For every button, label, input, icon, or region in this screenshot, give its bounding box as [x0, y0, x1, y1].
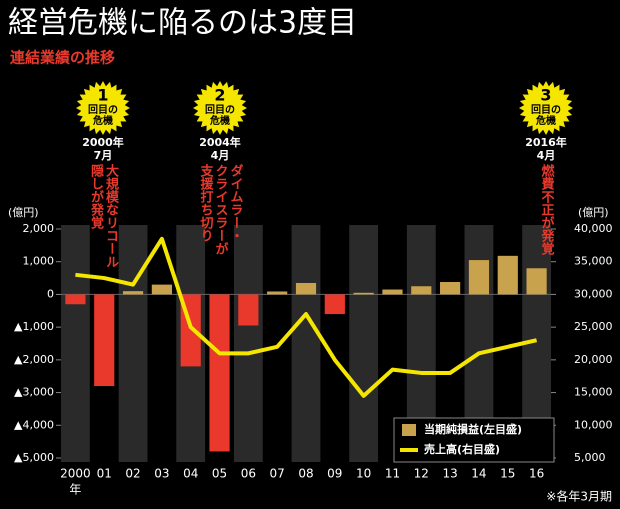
y2-unit: (億円)	[578, 206, 609, 219]
x-unit: 年	[69, 483, 81, 497]
annotation-note: ダイムラー・	[228, 163, 244, 242]
x-tick-label: 2000	[60, 467, 91, 481]
y2-tick-label: 40,000	[574, 222, 613, 235]
badge-text: 危機	[536, 114, 556, 127]
annotation-note: 隠しが発覚	[88, 163, 105, 230]
badge	[193, 81, 247, 135]
y2-tick-label: 35,000	[574, 255, 613, 268]
badge-number: 3	[540, 86, 551, 105]
bar	[382, 289, 403, 295]
bar	[295, 282, 317, 295]
bar	[122, 291, 144, 295]
y2-tick-label: 25,000	[574, 320, 613, 333]
x-tick-label: 06	[241, 467, 256, 481]
y-unit: (億円)	[8, 206, 39, 219]
y-tick-label: ▲2,000	[14, 353, 54, 366]
y-tick-label: ▲1,000	[14, 320, 54, 333]
column-stripe	[233, 225, 263, 462]
column-stripe	[118, 225, 148, 462]
badge-text: 危機	[210, 114, 230, 127]
annotation-note: 大規模なリコール	[103, 163, 119, 268]
bar	[267, 291, 288, 295]
x-tick-label: 14	[471, 467, 486, 481]
bar	[440, 281, 461, 295]
badge-text: 回目の	[531, 104, 561, 116]
bar	[526, 268, 547, 295]
column-stripe	[291, 225, 321, 462]
x-tick-label: 12	[414, 467, 429, 481]
y-tick-label: ▲5,000	[14, 451, 54, 464]
legend-label: 当期純損益(左目盛)	[424, 422, 522, 436]
annotation-note: 支援打ち切り	[198, 163, 215, 242]
annotation-note: クライスラーが	[213, 164, 229, 255]
footnote: ※各年3月期	[546, 489, 612, 504]
y2-tick-label: 10,000	[574, 418, 613, 431]
x-tick-label: 04	[183, 467, 198, 481]
x-tick-label: 05	[212, 467, 227, 481]
bar	[151, 284, 172, 295]
annotation-date: 2000年	[82, 135, 124, 149]
bar	[209, 294, 230, 452]
badge	[519, 81, 573, 135]
y-tick-label: ▲3,000	[14, 386, 54, 399]
y-tick-label: 1,000	[23, 255, 55, 268]
annotation-date: 4月	[211, 149, 230, 162]
badge	[76, 81, 130, 135]
line	[75, 236, 538, 398]
badge-text: 回目の	[205, 104, 235, 116]
x-tick-label: 01	[97, 467, 112, 481]
bar	[468, 260, 490, 295]
y2-tick-label: 5,000	[574, 451, 606, 464]
x-tick-label: 10	[356, 467, 371, 481]
x-tick-label: 08	[298, 467, 313, 481]
bar	[65, 294, 86, 305]
bar	[497, 255, 518, 295]
annotation-date: 4月	[537, 149, 556, 162]
annotation-date: 2016年	[525, 135, 567, 149]
badge-text: 回目の	[88, 104, 118, 116]
x-tick-label: 11	[385, 467, 400, 481]
bar	[94, 294, 115, 387]
bar	[238, 294, 259, 326]
x-tick-label: 02	[125, 467, 140, 481]
chart-title: 経営危機に陥るのは3度目	[8, 6, 357, 41]
annotation-date: 7月	[94, 149, 113, 162]
x-tick-label: 03	[154, 467, 169, 481]
chart-subtitle: 連結業績の推移	[10, 49, 115, 67]
y-tick-label: ▲4,000	[14, 418, 54, 431]
annotation-date: 2004年	[199, 135, 241, 149]
x-tick-label: 09	[327, 467, 342, 481]
legend-box	[393, 417, 555, 463]
y2-tick-label: 15,000	[574, 386, 613, 399]
y-tick-label: 0	[47, 287, 54, 300]
badge-text: 危機	[93, 114, 113, 127]
column-stripe	[61, 225, 90, 462]
legend-label: 売上高(右目盛)	[424, 442, 500, 456]
annotation-note: 燃費不正が発覚	[539, 163, 556, 256]
y2-tick-label: 30,000	[574, 287, 613, 300]
y-tick-label: 2,000	[23, 222, 55, 235]
x-tick-label: 15	[500, 467, 515, 481]
x-tick-label: 07	[270, 467, 285, 481]
badge-number: 2	[214, 86, 225, 105]
bar	[324, 294, 345, 315]
bar	[411, 286, 432, 295]
column-stripe	[349, 225, 379, 462]
y2-tick-label: 20,000	[574, 353, 613, 366]
x-tick-label: 13	[442, 467, 457, 481]
bar	[353, 292, 374, 295]
badge-number: 1	[97, 86, 108, 105]
legend-swatch	[402, 424, 416, 436]
x-tick-label: 16	[529, 467, 544, 481]
